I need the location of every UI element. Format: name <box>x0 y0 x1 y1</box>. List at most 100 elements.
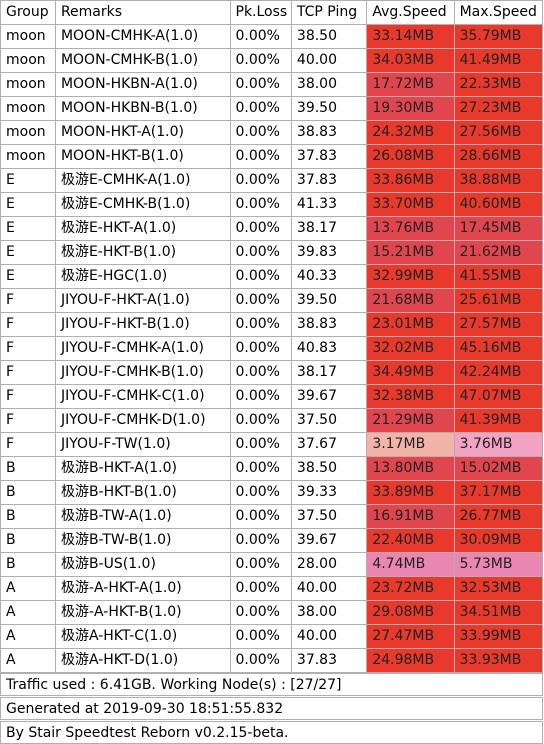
cell-ping: 38.00 <box>290 600 368 625</box>
cell-group: E <box>0 192 56 217</box>
cell-loss: 0.00% <box>229 384 292 409</box>
table-row: E 极游E-HKT-B(1.0) 0.00% 39.83 15.21MB 21.62MB <box>0 240 544 265</box>
cell-group: B <box>0 456 56 481</box>
cell-group: F <box>0 336 56 361</box>
cell-max-speed: 5.73MB <box>453 552 544 577</box>
cell-avg-speed: 34.03MB <box>366 48 455 73</box>
cell-remarks: MOON-HKT-B(1.0) <box>54 144 231 169</box>
cell-avg-speed: 32.02MB <box>366 336 455 361</box>
cell-max-speed: 21.62MB <box>453 240 544 265</box>
cell-max-speed: 27.23MB <box>453 96 544 121</box>
cell-loss: 0.00% <box>229 600 292 625</box>
cell-remarks: MOON-HKBN-A(1.0) <box>54 72 231 97</box>
cell-group: A <box>0 624 56 649</box>
cell-ping: 40.00 <box>290 48 368 73</box>
table-row: E 极游E-CMHK-B(1.0) 0.00% 41.33 33.70MB 40.60MB <box>0 192 544 217</box>
cell-loss: 0.00% <box>229 360 292 385</box>
cell-remarks: 极游A-HKT-C(1.0) <box>54 624 231 649</box>
cell-remarks: JIYOU-F-HKT-B(1.0) <box>54 312 231 337</box>
cell-group: moon <box>0 72 56 97</box>
cell-remarks: 极游B-HKT-A(1.0) <box>54 456 231 481</box>
table-row: A 极游A-HKT-D(1.0) 0.00% 37.83 24.98MB 33.93MB <box>0 648 544 673</box>
cell-group: B <box>0 480 56 505</box>
cell-loss: 0.00% <box>229 648 292 673</box>
cell-max-speed: 37.17MB <box>453 480 544 505</box>
cell-remarks: 极游B-TW-B(1.0) <box>54 528 231 553</box>
table-row: F JIYOU-F-HKT-A(1.0) 0.00% 39.50 21.68MB 25.6… <box>0 288 544 313</box>
table-row: A 极游-A-HKT-A(1.0) 0.00% 40.00 23.72MB 32.53MB <box>0 576 544 601</box>
cell-group: F <box>0 384 56 409</box>
cell-ping: 37.50 <box>290 408 368 433</box>
cell-loss: 0.00% <box>229 528 292 553</box>
cell-avg-speed: 21.68MB <box>366 288 455 313</box>
table-row: E 极游E-CMHK-A(1.0) 0.00% 37.83 33.86MB 38.88MB <box>0 168 544 193</box>
cell-max-speed: 15.02MB <box>453 456 544 481</box>
cell-max-speed: 33.93MB <box>453 648 544 673</box>
table-row: B 极游B-TW-B(1.0) 0.00% 39.67 22.40MB 30.09MB <box>0 528 544 553</box>
table-row: B 极游B-HKT-A(1.0) 0.00% 38.50 13.80MB 15.02MB <box>0 456 544 481</box>
header-row: Group Remarks Pk.Loss TCP Ping Avg.Speed… <box>0 0 544 25</box>
cell-max-speed: 41.55MB <box>453 264 544 289</box>
cell-avg-speed: 33.89MB <box>366 480 455 505</box>
cell-group: B <box>0 528 56 553</box>
cell-remarks: MOON-CMHK-B(1.0) <box>54 48 231 73</box>
cell-max-speed: 25.61MB <box>453 288 544 313</box>
table-row: F JIYOU-F-CMHK-D(1.0) 0.00% 37.50 21.29MB 41.… <box>0 408 544 433</box>
cell-loss: 0.00% <box>229 576 292 601</box>
cell-ping: 40.33 <box>290 264 368 289</box>
cell-ping: 37.83 <box>290 648 368 673</box>
traffic-summary: Traffic used : 6.41GB. Working Node(s) :… <box>0 673 543 696</box>
cell-loss: 0.00% <box>229 312 292 337</box>
cell-group: E <box>0 168 56 193</box>
cell-loss: 0.00% <box>229 48 292 73</box>
cell-ping: 39.67 <box>290 528 368 553</box>
cell-loss: 0.00% <box>229 624 292 649</box>
cell-loss: 0.00% <box>229 24 292 49</box>
cell-group: moon <box>0 144 56 169</box>
cell-ping: 38.50 <box>290 24 368 49</box>
cell-loss: 0.00% <box>229 216 292 241</box>
cell-ping: 39.50 <box>290 96 368 121</box>
cell-avg-speed: 29.08MB <box>366 600 455 625</box>
cell-remarks: MOON-HKT-A(1.0) <box>54 120 231 145</box>
table-row: B 极游B-HKT-B(1.0) 0.00% 39.33 33.89MB 37.17MB <box>0 480 544 505</box>
cell-max-speed: 3.76MB <box>453 432 544 457</box>
cell-avg-speed: 3.17MB <box>366 432 455 457</box>
table-row: A 极游-A-HKT-B(1.0) 0.00% 38.00 29.08MB 34.51MB <box>0 600 544 625</box>
cell-max-speed: 26.77MB <box>453 504 544 529</box>
cell-ping: 39.83 <box>290 240 368 265</box>
table-row: moon MOON-HKT-B(1.0) 0.00% 37.83 26.08MB 28.6… <box>0 144 544 169</box>
cell-group: F <box>0 312 56 337</box>
table-row: moon MOON-CMHK-A(1.0) 0.00% 38.50 33.14MB 35.… <box>0 24 544 49</box>
cell-ping: 38.83 <box>290 120 368 145</box>
table-row: B 极游B-TW-A(1.0) 0.00% 37.50 16.91MB 26.77MB <box>0 504 544 529</box>
table-row: moon MOON-CMHK-B(1.0) 0.00% 40.00 34.03MB 41.… <box>0 48 544 73</box>
cell-group: A <box>0 600 56 625</box>
header-loss: Pk.Loss <box>229 0 292 25</box>
cell-avg-speed: 33.14MB <box>366 24 455 49</box>
cell-remarks: 极游A-HKT-D(1.0) <box>54 648 231 673</box>
cell-remarks: 极游B-US(1.0) <box>54 552 231 577</box>
table-row: E 极游E-HGC(1.0) 0.00% 40.33 32.99MB 41.55MB <box>0 264 544 289</box>
cell-ping: 28.00 <box>290 552 368 577</box>
cell-avg-speed: 32.99MB <box>366 264 455 289</box>
cell-max-speed: 27.56MB <box>453 120 544 145</box>
cell-group: F <box>0 432 56 457</box>
cell-max-speed: 34.51MB <box>453 600 544 625</box>
table-row: E 极游E-HKT-A(1.0) 0.00% 38.17 13.76MB 17.45MB <box>0 216 544 241</box>
cell-group: B <box>0 552 56 577</box>
cell-group: moon <box>0 48 56 73</box>
cell-max-speed: 30.09MB <box>453 528 544 553</box>
cell-remarks: 极游E-CMHK-A(1.0) <box>54 168 231 193</box>
cell-group: F <box>0 408 56 433</box>
cell-max-speed: 41.39MB <box>453 408 544 433</box>
header-remarks: Remarks <box>54 0 231 25</box>
cell-group: moon <box>0 120 56 145</box>
cell-max-speed: 17.45MB <box>453 216 544 241</box>
generated-timestamp: Generated at 2019-09-30 18:51:55.832 <box>0 697 543 720</box>
cell-ping: 37.83 <box>290 168 368 193</box>
cell-loss: 0.00% <box>229 168 292 193</box>
cell-avg-speed: 26.08MB <box>366 144 455 169</box>
table-row: moon MOON-HKT-A(1.0) 0.00% 38.83 24.32MB 27.5… <box>0 120 544 145</box>
cell-loss: 0.00% <box>229 432 292 457</box>
